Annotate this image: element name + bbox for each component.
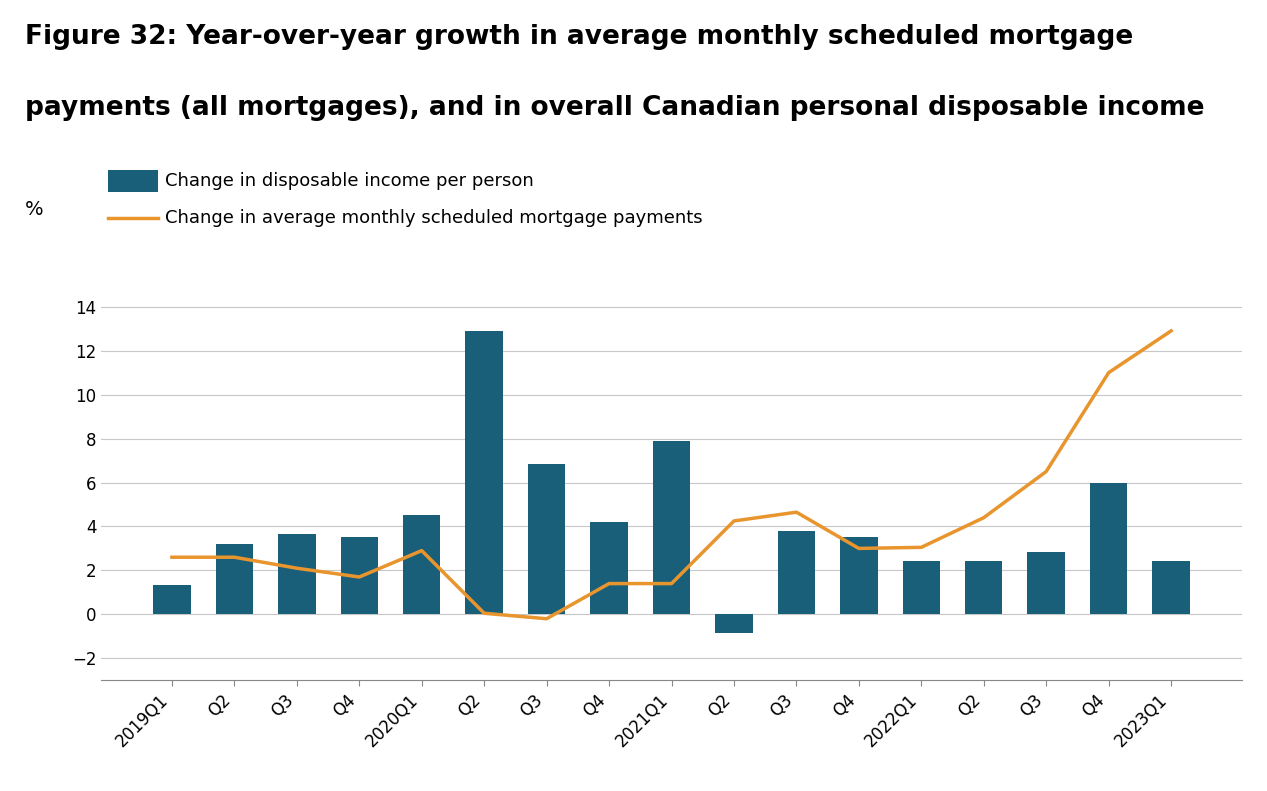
Bar — [1153, 561, 1190, 615]
Text: Change in average monthly scheduled mortgage payments: Change in average monthly scheduled mort… — [165, 209, 702, 226]
Bar — [902, 561, 940, 615]
Bar — [965, 561, 1002, 615]
Bar — [403, 516, 441, 615]
Bar — [341, 537, 378, 615]
Bar — [778, 531, 815, 615]
Text: %: % — [25, 200, 44, 219]
Bar — [590, 522, 627, 615]
Bar — [653, 441, 691, 615]
Text: Change in disposable income per person: Change in disposable income per person — [165, 172, 533, 190]
Bar — [153, 585, 190, 615]
Bar — [1028, 552, 1066, 615]
Bar — [840, 537, 878, 615]
Bar — [215, 544, 253, 615]
Bar — [277, 534, 315, 615]
Bar — [1090, 483, 1128, 615]
Bar — [716, 615, 753, 633]
Text: payments (all mortgages), and in overall Canadian personal disposable income: payments (all mortgages), and in overall… — [25, 95, 1205, 121]
Bar — [465, 331, 503, 615]
Bar — [528, 464, 565, 615]
Text: Figure 32: Year-over-year growth in average monthly scheduled mortgage: Figure 32: Year-over-year growth in aver… — [25, 24, 1134, 50]
